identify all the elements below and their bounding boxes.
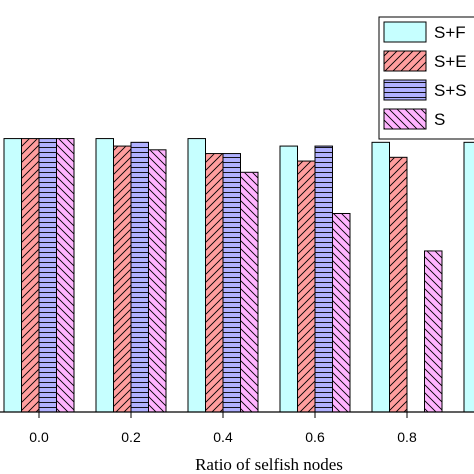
x-tick-label: 0.6 xyxy=(305,429,325,445)
bar-hatch-s-0-8 xyxy=(425,251,442,412)
legend-swatch-hatch xyxy=(384,51,426,71)
x-ticks-group: 0.00.20.40.60.81.0 xyxy=(29,412,417,445)
legend-label: S+F xyxy=(434,23,466,42)
bar-hatch-s-e-0-2 xyxy=(114,146,131,412)
bar-s-f-0-6 xyxy=(279,145,298,412)
legend-label: S+E xyxy=(434,52,467,71)
x-tick-label: 0.4 xyxy=(213,429,233,445)
bar-hatch-s-e-0-4 xyxy=(206,154,223,412)
bar-hatch-s-0-4 xyxy=(241,172,258,412)
bars-group xyxy=(3,138,474,412)
bar-s-f-0-0 xyxy=(3,138,22,412)
x-tick-label: 0.0 xyxy=(29,429,49,445)
x-tick-label: 0.2 xyxy=(121,429,141,445)
legend-label: S xyxy=(434,110,445,129)
legend-swatch-hatch xyxy=(384,109,426,129)
legend-swatch-s-f xyxy=(383,21,427,43)
bar-hatch-s-0-0 xyxy=(57,139,74,412)
x-tick-label: 0.8 xyxy=(397,429,417,445)
legend: S+F S+E S+S S xyxy=(378,16,474,140)
bar-hatch-s-s-0-4 xyxy=(223,154,240,412)
bar-hatch-s-0-2 xyxy=(149,150,166,412)
bar-hatch-s-e-0-8 xyxy=(390,157,407,412)
bar-s-f-1-0 xyxy=(463,141,474,412)
bar-hatch-s-e-0-0 xyxy=(22,139,39,412)
bar-hatch-s-s-0-0 xyxy=(39,139,56,412)
bar-s-f-0-2 xyxy=(95,138,114,412)
bar-hatch-s-s-0-2 xyxy=(131,142,148,412)
legend-swatch-hatch xyxy=(384,80,426,100)
bar-s-f-0-4 xyxy=(187,138,206,412)
x-axis-title: Ratio of selfish nodes xyxy=(195,455,343,474)
bar-hatch-s-e-0-6 xyxy=(298,161,315,412)
legend-label: S+S xyxy=(434,81,467,100)
bar-s-f-0-8 xyxy=(371,141,390,412)
bar-hatch-s-s-0-6 xyxy=(315,146,332,412)
bar-hatch-s-0-6 xyxy=(333,213,350,412)
